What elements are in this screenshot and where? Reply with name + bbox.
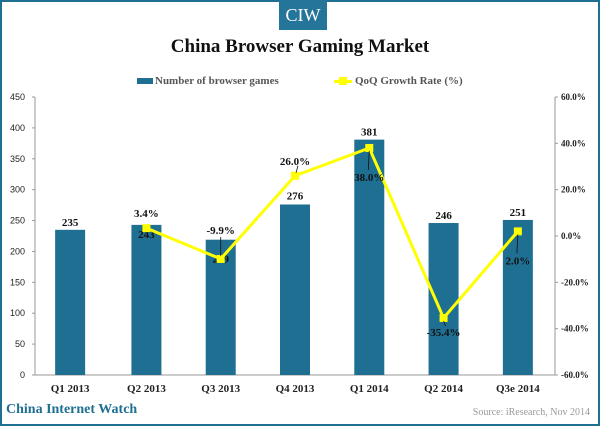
footer-brand: China Internet Watch: [6, 402, 138, 417]
x-tick-label: Q3 2013: [201, 383, 240, 395]
legend-bar-swatch: [137, 78, 153, 85]
right-tick-label: -40.0%: [561, 324, 589, 334]
bar-value-label: 235: [62, 217, 79, 229]
left-tick-label: 100: [10, 308, 25, 318]
bar: [55, 229, 86, 375]
growth-rate-label: 26.0%: [280, 156, 310, 168]
chart-title: China Browser Gaming Market: [170, 36, 430, 57]
left-tick-label: 50: [15, 339, 25, 349]
x-tick-label: Q1 2014: [350, 383, 389, 395]
bar-value-label: 251: [510, 207, 527, 219]
label-leader-line: [367, 150, 370, 170]
growth-rate-marker: [439, 314, 448, 323]
bar-value-label: 276: [287, 190, 304, 202]
bar: [280, 204, 310, 375]
growth-rate-label: -9.9%: [207, 225, 235, 237]
bar-value-label: 246: [435, 210, 452, 222]
growth-rate-label: 2.0%: [505, 255, 530, 267]
right-tick-label: 40.0%: [561, 138, 586, 148]
growth-rate-line: [145, 146, 519, 321]
left-tick-label: 250: [10, 216, 25, 226]
bar: [131, 224, 162, 375]
legend-bar-label: Number of browser games: [155, 75, 279, 87]
left-tick-label: 400: [10, 123, 25, 133]
x-tick-label: Q2 2014: [424, 383, 463, 395]
growth-rate-marker: [142, 224, 151, 233]
growth-rate-label: 38.0%: [354, 172, 384, 184]
growth-rate-label: -35.4%: [427, 327, 461, 339]
label-leader-line: [516, 234, 519, 254]
legend-line-swatch: [334, 76, 352, 85]
left-tick-label: 450: [10, 92, 25, 102]
label-leader-line: [295, 165, 299, 173]
x-tick-label: Q4 2013: [276, 383, 315, 395]
bar: [428, 223, 459, 375]
label-leader-line: [443, 320, 446, 327]
left-tick-label: 150: [10, 277, 25, 287]
right-tick-label: 20.0%: [561, 185, 586, 195]
right-tick-label: -20.0%: [561, 277, 589, 287]
legend-item-line: QoQ Growth Rate (%): [334, 75, 463, 87]
right-tick-label: 0.0%: [561, 231, 581, 241]
x-tick-label: Q1 2013: [51, 383, 90, 395]
right-tick-label: 60.0%: [561, 92, 586, 102]
growth-rate-marker: [513, 227, 522, 236]
growth-rate-marker: [291, 171, 299, 180]
bar: [354, 139, 385, 375]
left-tick-label: 0: [20, 370, 25, 380]
left-tick-label: 300: [10, 185, 25, 195]
legend-item-bars: Number of browser games: [137, 75, 279, 87]
bar-value-label: 381: [361, 127, 378, 139]
x-tick-label: Q2 2013: [127, 383, 166, 395]
left-tick-label: 200: [10, 246, 25, 256]
ciw-logo: CIW: [279, 0, 327, 30]
growth-rate-marker: [365, 143, 374, 152]
left-tick-label: 350: [10, 154, 25, 164]
bar: [502, 219, 533, 375]
legend-line-label: QoQ Growth Rate (%): [355, 75, 463, 87]
footer-source: Source: iResearch, Nov 2014: [472, 407, 590, 418]
right-tick-label: -60.0%: [561, 370, 589, 380]
growth-rate-marker: [216, 254, 225, 263]
growth-rate-label: 3.4%: [134, 208, 159, 220]
x-tick-label: Q3e 2014: [496, 383, 540, 395]
